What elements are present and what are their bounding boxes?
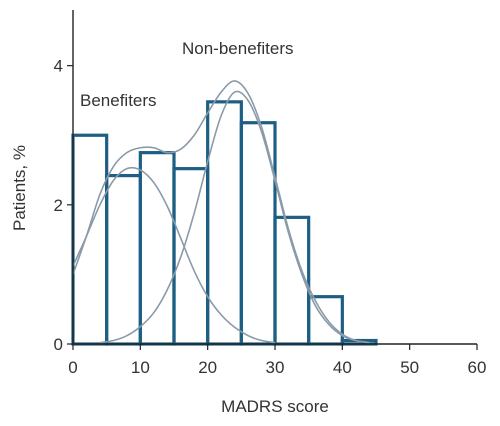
series-label-benefiters: Benefiters <box>80 91 157 110</box>
distribution-curve-0 <box>72 166 276 344</box>
x-tick-label-50: 50 <box>400 358 419 377</box>
x-axis-label: MADRS score <box>221 397 329 416</box>
histogram-bar-1 <box>105 174 142 346</box>
histogram-bar-4 <box>206 100 243 346</box>
distribution-curve-2 <box>72 80 370 344</box>
distribution-curve-1 <box>99 90 370 344</box>
x-tick-label-20: 20 <box>198 358 217 377</box>
labels-layer: MADRS score Patients, % Benefiters Non-b… <box>10 39 329 416</box>
x-tick-label-30: 30 <box>266 358 285 377</box>
curves-layer <box>72 80 370 344</box>
histogram-bar-3 <box>172 167 210 346</box>
x-tick-label-0: 0 <box>68 358 77 377</box>
histogram-bar-0 <box>71 133 109 346</box>
ticks-layer: 0 10 20 30 40 50 60 0 2 4 <box>54 57 487 377</box>
series-label-non-benefiters: Non-benefiters <box>182 39 294 58</box>
y-tick-label-4: 4 <box>54 57 63 76</box>
x-tick-label-10: 10 <box>131 358 150 377</box>
bars-layer <box>71 100 378 346</box>
x-tick-label-60: 60 <box>468 358 487 377</box>
y-tick-label-2: 2 <box>54 196 63 215</box>
y-axis-label: Patients, % <box>10 145 29 231</box>
x-tick-label-40: 40 <box>333 358 352 377</box>
histogram-bar-2 <box>138 151 176 346</box>
y-tick-label-0: 0 <box>54 335 63 354</box>
